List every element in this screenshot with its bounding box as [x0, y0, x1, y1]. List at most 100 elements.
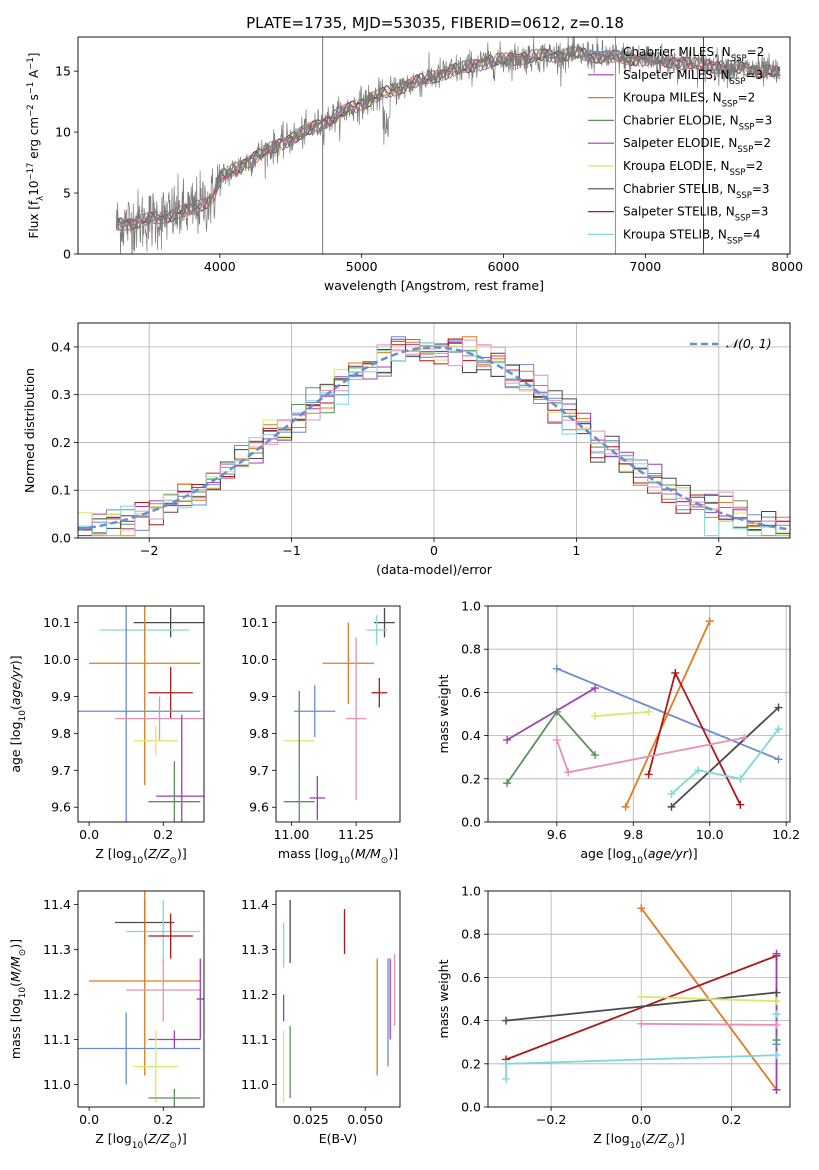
weight_vs_Z-point-marker — [772, 1010, 781, 1019]
spectrum-y-tick-label: 5 — [63, 186, 71, 201]
legend-label-subscript: SSP — [730, 77, 746, 87]
residuals-x-axis-label: (data-model)/error — [376, 562, 493, 577]
spectrum-x-tick-label: 6000 — [488, 259, 520, 274]
age_vs_Z-y-axis-label-part: )] — [8, 655, 23, 665]
y-axis-label-part: Flux [f — [27, 200, 41, 238]
residuals-frame — [77, 322, 791, 539]
weight_vs_age-x-axis-label-part: ( — [643, 846, 648, 861]
weight_vs_age-x-axis-label: age [log10(age/yr)] — [580, 846, 697, 866]
age_vs_mass-x-axis-label-part: )] — [388, 846, 398, 861]
weight_vs_Z-series-line — [505, 991, 777, 1022]
mass_vs_Z-plot-area — [78, 891, 204, 1107]
mass_vs_Z-y-tick-label: 11.1 — [43, 1032, 71, 1047]
weight_vs_age-series-line — [670, 706, 780, 808]
spectrum-legend-label: Chabrier ELODIE, NSSP=3 — [623, 113, 772, 132]
weight_vs_Z-x-axis-label: Z [log10(Z/Z⊙)] — [593, 1131, 684, 1151]
weight_vs_Z-x-tick-label: 0.0 — [631, 1112, 651, 1127]
age_vs_Z-y-axis-label: age [log10(age/yr)] — [8, 655, 28, 772]
mass_vs_Z-frame — [77, 890, 205, 1108]
weight_vs_Z-point-marker — [772, 1085, 781, 1094]
spectrum-legend-label: Salpeter STELIB, NSSP=3 — [623, 205, 768, 224]
age_vs_mass-y-tick-label: 10.0 — [241, 652, 269, 667]
weight_vs_age-point-marker — [774, 725, 783, 734]
residuals-x-tick-label: −1 — [282, 543, 300, 558]
residuals-y-tick-label: 0.4 — [51, 339, 71, 354]
mass_vs_ebv-y-tick-label: 11.2 — [241, 987, 269, 1002]
mass_vs_Z-x-axis-label-part: ⊙ — [169, 1141, 177, 1151]
legend-label-subscript: SSP — [730, 168, 746, 178]
legend-label-suffix: =3 — [755, 113, 773, 127]
mass_vs_Z-y-axis-label-part: M/M — [8, 956, 23, 982]
weight_vs_age-series-line — [594, 710, 649, 718]
weight_vs_Z-point-marker — [502, 1074, 511, 1083]
mass_vs_Z-y-axis-label: mass [log10(M/M⊙)] — [8, 939, 28, 1059]
residuals-gaussian-line — [78, 346, 790, 531]
age_vs_mass-y-tick-label: 9.9 — [249, 689, 269, 704]
weight_vs_Z-x-tick-label: −0.2 — [536, 1112, 566, 1127]
residuals-x-tick-label: 0 — [430, 543, 438, 558]
weight_vs_Z-y-tick-label: 1.0 — [461, 884, 481, 899]
weight_vs_Z-panel: −0.2 0.0 0.2 0.0 0.2 0.4 0.6 0.8 1.0 Z [log10(Z/Z… — [436, 884, 791, 1151]
spectrum-legend-label: Chabrier STELIB, NSSP=3 — [623, 182, 770, 201]
legend-label-suffix: =3 — [745, 68, 763, 82]
weight_vs_age-y-tick-label: 1.0 — [461, 599, 481, 614]
age_vs_Z-plot-area — [78, 606, 204, 822]
weight_vs_Z-x-axis-label-part: Z/Z — [645, 1131, 668, 1146]
age_vs_Z-y-axis-label-part: 10 — [18, 710, 28, 722]
weight_vs_age-series-line — [624, 620, 711, 808]
age_vs_mass-x-axis-label-part: ( — [350, 846, 355, 861]
age_vs_mass-y-tick-label: 9.7 — [249, 763, 269, 778]
weight_vs_Z-y-tick-label: 0.8 — [461, 927, 481, 942]
age_vs_Z-frame — [77, 605, 205, 823]
weight_vs_age-point-marker — [552, 735, 561, 744]
residuals-x-tick-label: −2 — [140, 543, 158, 558]
y-axis-label-part: A — [27, 69, 41, 82]
mass_vs_ebv-y-tick-label: 11.3 — [241, 942, 269, 957]
residuals-panel: −2 −1 0 1 2 0.0 0.1 0.2 0.3 0.4 (data-model)/error… — [22, 322, 791, 577]
age_vs_Z-panel: 0.0 0.29.69.79.89.910.010.1Z [log10(Z/Z⊙)… — [8, 605, 205, 866]
weight_vs_Z-series-line — [505, 954, 777, 1061]
mass_vs_Z-x-tick-label: 0.2 — [153, 1112, 173, 1127]
legend-label-text: Chabrier MILES, N — [623, 45, 731, 59]
mass_vs_Z-y-axis-label-part: mass [log — [8, 998, 23, 1059]
figure-title: PLATE=1735, MJD=53035, FIBERID=0612, z=0… — [246, 14, 624, 32]
age_vs_Z-x-axis-label-part: ( — [143, 846, 148, 861]
legend-label-subscript: SSP — [739, 122, 755, 132]
legend-label-text: Salpeter ELODIE, N — [623, 136, 737, 150]
mass_vs_ebv-plot-area — [282, 900, 396, 1103]
residuals-y-tick-label: 0.1 — [51, 483, 71, 498]
weight_vs_Z-point-marker — [502, 1059, 511, 1068]
age_vs_Z-y-tick-label: 9.6 — [51, 800, 71, 815]
weight_vs_age-point-marker — [564, 768, 573, 777]
weight_vs_Z-point-marker — [772, 997, 781, 1006]
mass_vs_Z-y-axis-label-part: 10 — [18, 987, 28, 999]
weight_vs_age-point-marker — [503, 735, 512, 744]
mass_vs_ebv-x-tick-label: 0.050 — [347, 1112, 383, 1127]
weight_vs_age-y-tick-label: 0.0 — [461, 815, 481, 830]
mass_vs_ebv-y-tick-label: 11.0 — [241, 1077, 269, 1092]
weight_vs_age-x-axis-label-part: age/yr — [648, 846, 689, 861]
spectrum-legend-label: Kroupa ELODIE, NSSP=2 — [623, 159, 763, 178]
mass_vs_Z-y-axis-label-part: ⊙ — [18, 949, 28, 957]
age_vs_mass-x-axis-label-part: M/M — [355, 846, 381, 861]
weight_vs_age-x-tick-label: 10.2 — [772, 827, 800, 842]
age_vs_mass-x-axis-label-part: ⊙ — [381, 856, 389, 866]
weight_vs_age-x-axis-label-part: 10 — [632, 856, 644, 866]
spectrum-panel: 4000 5000 6000 7000 8000 0 5 10 15 wavelength [An… — [26, 36, 803, 293]
spectrum-data-line — [115, 37, 781, 254]
legend-label-subscript: SSP — [735, 214, 751, 224]
age_vs_Z-y-tick-label: 10.0 — [43, 652, 71, 667]
legend-label-text: Kroupa ELODIE, N — [623, 159, 730, 173]
y-axis-label-part: ] — [27, 53, 41, 58]
weight_vs_age-frame — [487, 605, 791, 823]
weight_vs_Z-plot-area — [488, 891, 790, 1107]
age_vs_Z-x-axis-label: Z [log10(Z/Z⊙)] — [95, 846, 186, 866]
spectrum-x-tick-label: 8000 — [771, 259, 803, 274]
weight_vs_Z-point-marker — [772, 988, 781, 997]
age_vs_Z-x-axis-label-part: Z [log — [95, 846, 131, 861]
legend-label-text: Salpeter MILES, N — [623, 68, 730, 82]
weight_vs_age-x-axis-label-part: )] — [688, 846, 698, 861]
weight_vs_Z-y-tick-label: 0.4 — [461, 1013, 481, 1028]
weight_vs_age-y-tick-label: 0.4 — [461, 728, 481, 743]
